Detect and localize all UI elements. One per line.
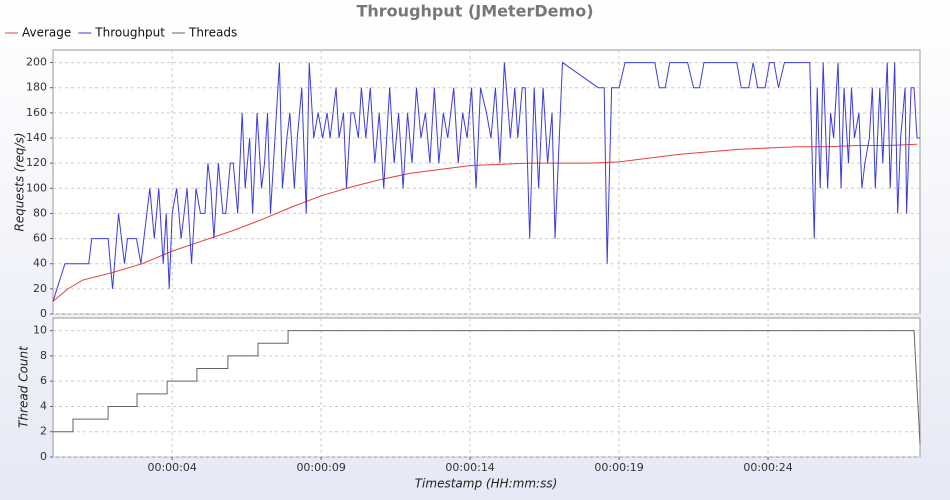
y-tick-label: 4 [40, 399, 47, 412]
chart-title: Throughput (JMeterDemo) [356, 2, 593, 21]
y-tick-label: 80 [33, 206, 47, 219]
y-tick-label: 120 [26, 156, 47, 169]
plot-area [52, 49, 921, 315]
legend-label: Throughput [94, 26, 165, 40]
plot-area [52, 317, 921, 458]
x-tick-label: 00:00:24 [743, 461, 792, 474]
series-line [52, 61, 920, 302]
series-line [52, 143, 918, 302]
y-tick-label: 2 [40, 425, 47, 438]
y-tick-label: 60 [33, 232, 47, 245]
y-tick-label: 100 [26, 181, 47, 194]
legend-label: Threads [188, 26, 237, 40]
y-tick-label: 140 [26, 131, 47, 144]
y-axis-label: Thread Count [17, 345, 31, 428]
x-tick-label: 00:00:19 [594, 461, 643, 474]
y-tick-label: 6 [40, 374, 47, 387]
y-tick-label: 40 [33, 257, 47, 270]
x-axis-label: Timestamp (HH:mm:ss) [415, 477, 558, 491]
y-tick-label: 0 [40, 450, 47, 463]
y-tick-label: 0 [40, 307, 47, 320]
y-tick-label: 10 [33, 324, 47, 337]
y-tick-label: 20 [33, 282, 47, 295]
series-line [53, 330, 921, 445]
y-tick-label: 200 [26, 56, 47, 69]
y-axis-label: Requests (req/s) [13, 133, 27, 232]
x-tick-label: 00:00:04 [147, 461, 196, 474]
y-tick-label: 180 [26, 81, 47, 94]
x-tick-label: 00:00:09 [296, 461, 345, 474]
y-tick-label: 160 [26, 106, 47, 119]
x-tick-label: 00:00:14 [445, 461, 494, 474]
legend-label: Average [22, 26, 71, 40]
y-tick-label: 8 [40, 349, 47, 362]
